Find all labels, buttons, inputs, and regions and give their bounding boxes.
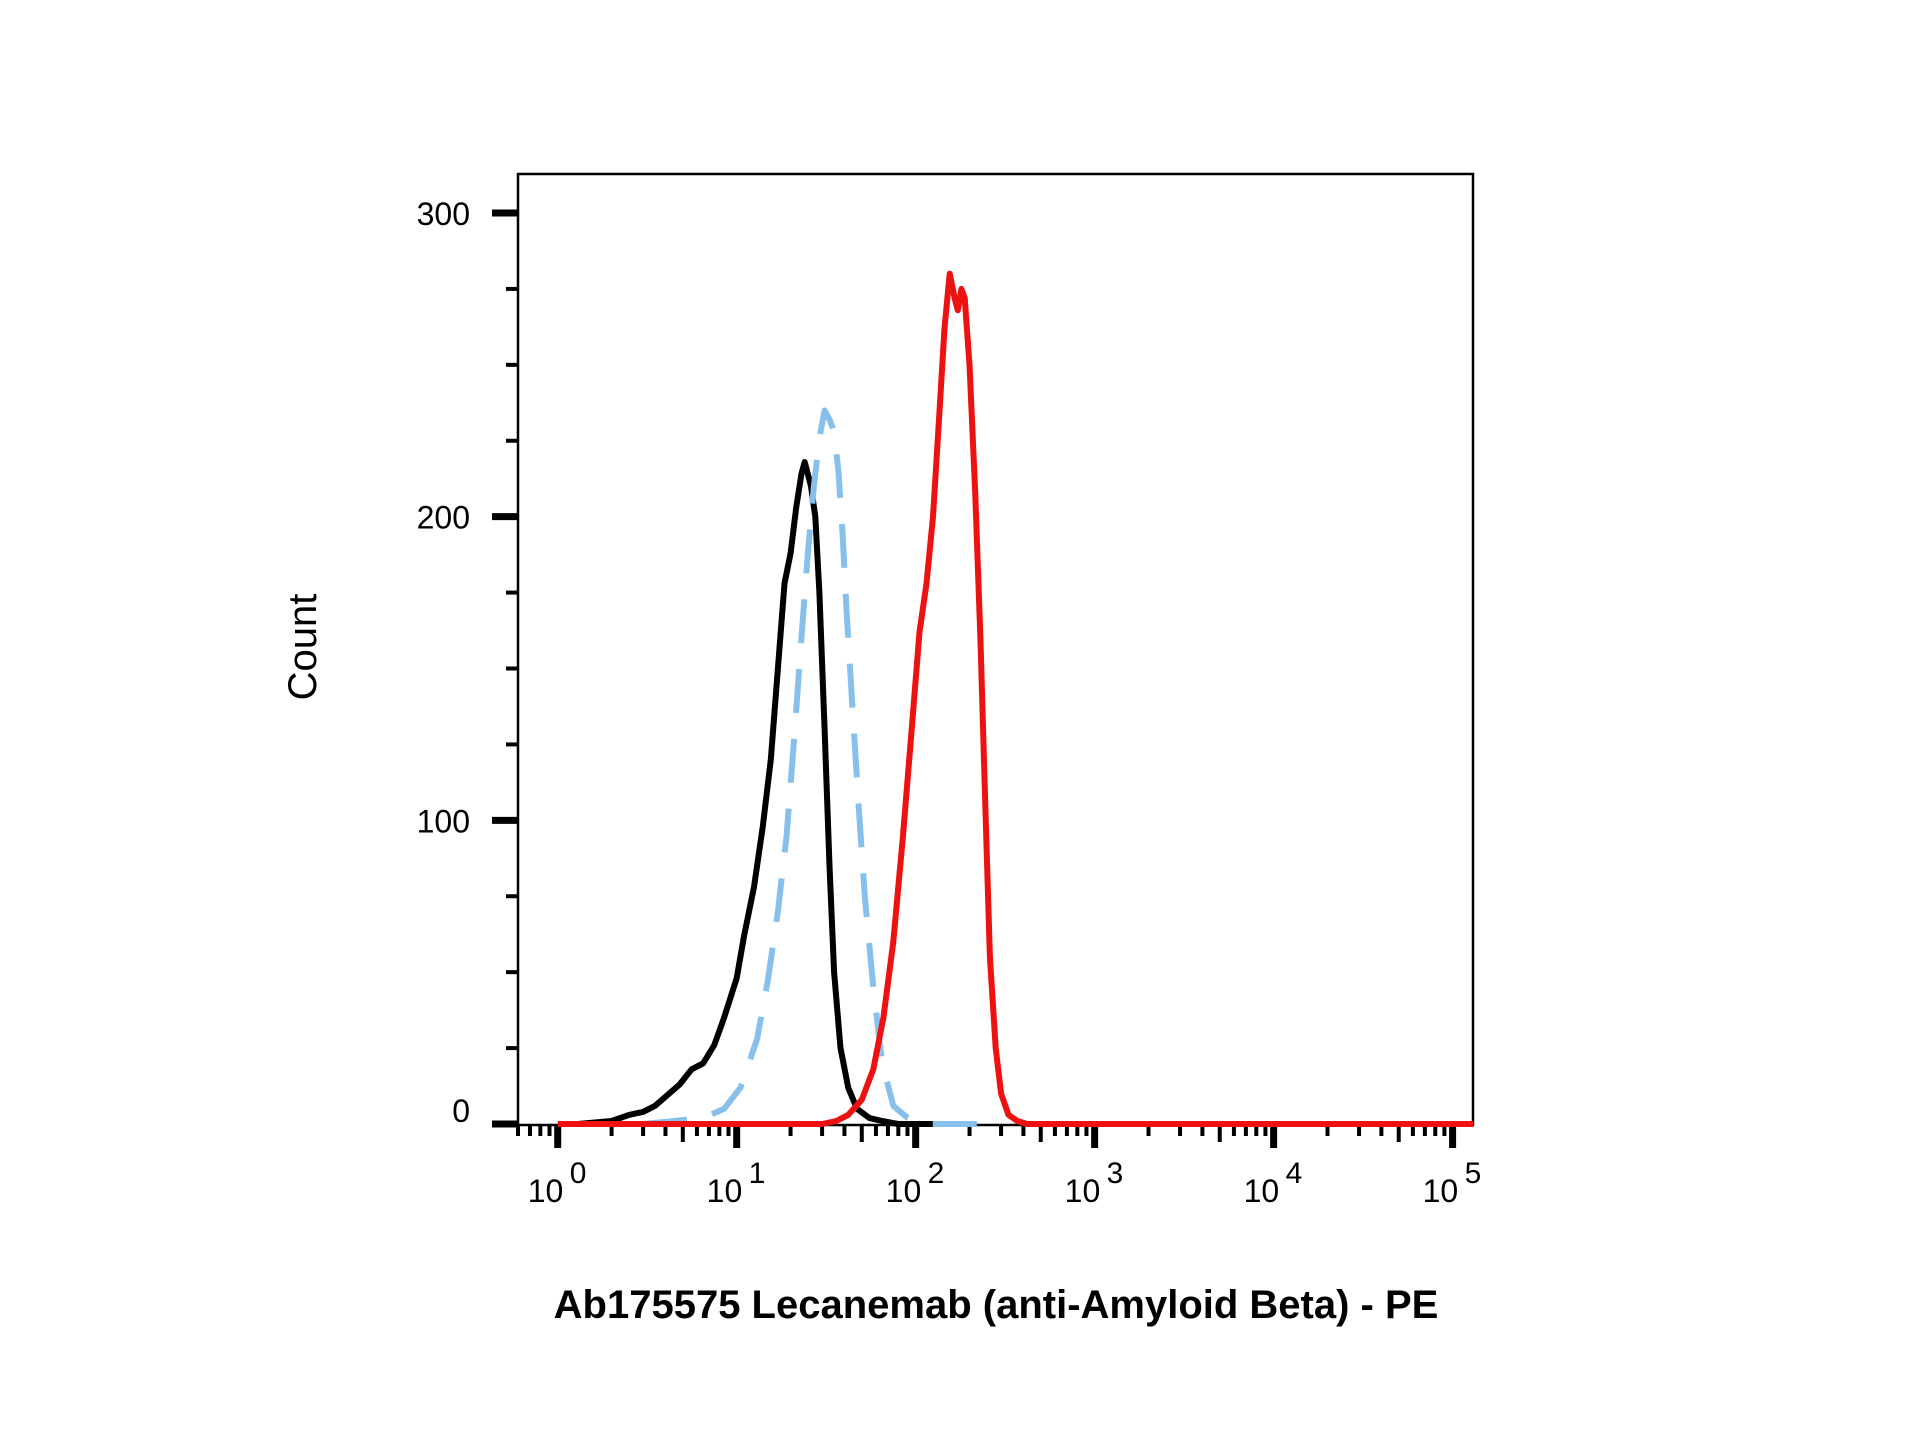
x-axis: 10 0 10 1 10 2 10 3 10 4 10 5 — [516, 1125, 1482, 1209]
y-tick-label: 0 — [452, 1093, 470, 1129]
y-tick-label: 200 — [417, 500, 470, 536]
y-axis: 0 100 200 300 — [417, 196, 518, 1129]
series-line-2 — [642, 407, 987, 1127]
x-tick-label: 10 — [528, 1173, 564, 1209]
series-layer — [557, 270, 1473, 1127]
x-tick-exponent: 4 — [1286, 1157, 1303, 1190]
x-tick-label: 10 — [707, 1173, 743, 1209]
plot-frame — [516, 172, 1475, 1127]
x-tick-exponent: 3 — [1107, 1157, 1124, 1190]
y-tick-label: 100 — [417, 803, 470, 839]
x-tick-label: 10 — [1423, 1173, 1459, 1209]
x-tick-exponent: 1 — [749, 1157, 766, 1190]
x-tick-exponent: 0 — [570, 1157, 587, 1190]
series-line-3 — [557, 270, 1473, 1127]
y-axis-title: Count — [281, 594, 325, 701]
x-tick-label: 10 — [1065, 1173, 1101, 1209]
x-tick-label: 10 — [886, 1173, 922, 1209]
x-tick-exponent: 5 — [1465, 1157, 1482, 1190]
x-tick-exponent: 2 — [928, 1157, 945, 1190]
x-axis-title: Ab175575 Lecanemab (anti-Amyloid Beta) -… — [554, 1283, 1439, 1327]
series-line-1 — [577, 459, 937, 1127]
x-tick-label: 10 — [1244, 1173, 1280, 1209]
y-tick-label: 300 — [417, 196, 470, 232]
